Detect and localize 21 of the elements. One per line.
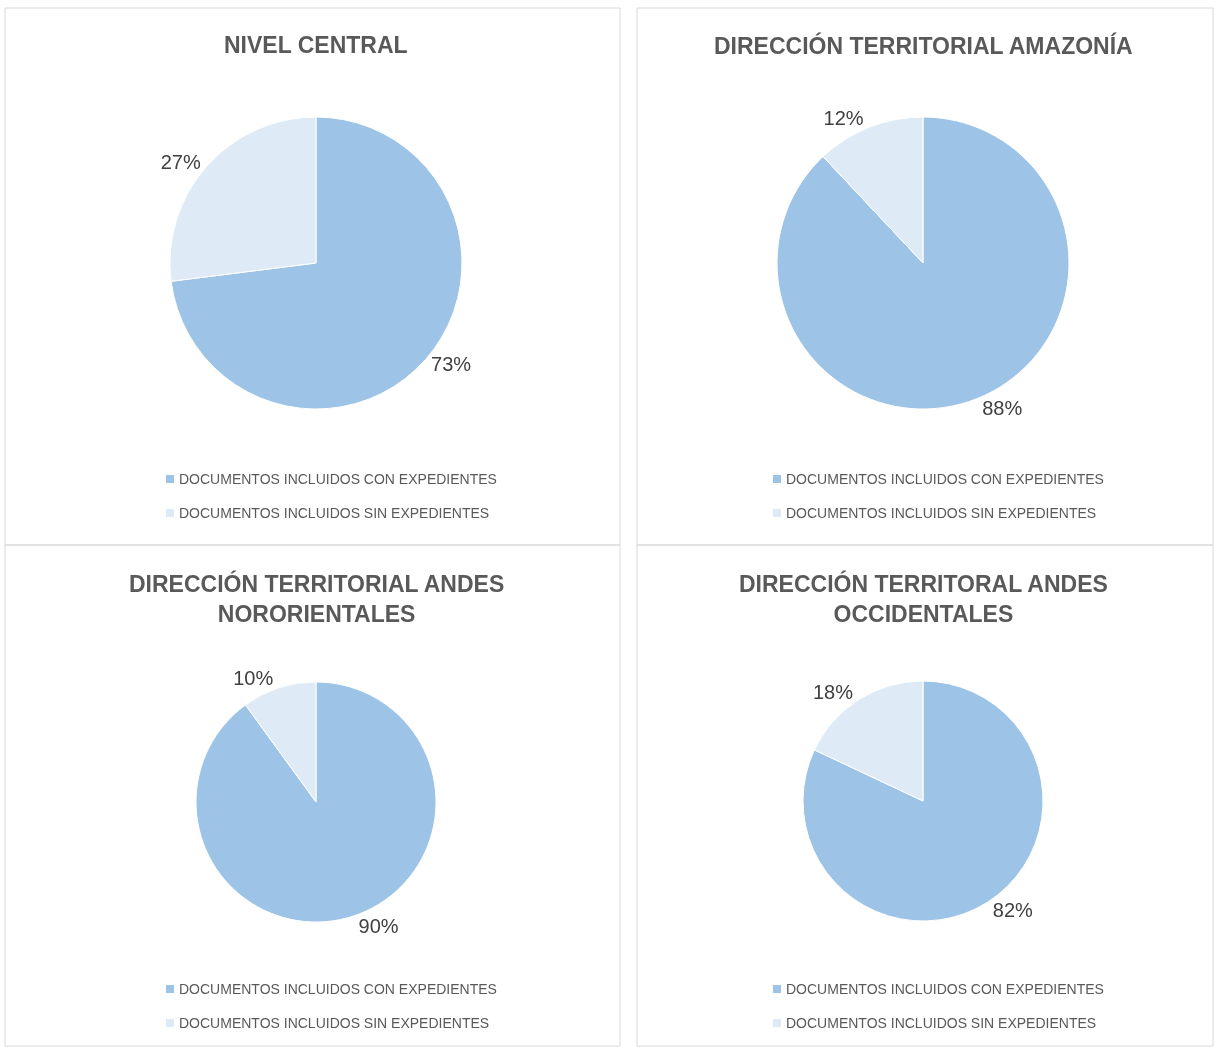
pie-slice <box>802 680 1044 922</box>
legend-label: DOCUMENTOS INCLUIDOS CON EXPEDIENTES <box>179 471 497 487</box>
data-label: 27% <box>160 150 201 173</box>
chart-title: NIVEL CENTRAL <box>224 32 408 58</box>
legend-label: DOCUMENTOS INCLUIDOS SIN EXPEDIENTES <box>179 1015 490 1031</box>
chart-title: DIRECCIÓN TERRITORIAL AMAZONÍA <box>714 32 1133 59</box>
legend-label: DOCUMENTOS INCLUIDOS SIN EXPEDIENTES <box>179 505 490 521</box>
data-label: 73% <box>431 353 472 376</box>
data-label: 90% <box>358 915 399 938</box>
legend-label: DOCUMENTOS INCLUIDOS SIN EXPEDIENTES <box>786 505 1097 521</box>
legend-label: DOCUMENTOS INCLUIDOS CON EXPEDIENTES <box>786 981 1104 997</box>
data-label: 10% <box>233 666 274 689</box>
legend-label: DOCUMENTOS INCLUIDOS CON EXPEDIENTES <box>179 981 497 997</box>
legend-label: DOCUMENTOS INCLUIDOS CON EXPEDIENTES <box>786 471 1104 487</box>
chart-title: DIRECCIÓN TERRITORAL ANDES OCCIDENTALES <box>739 570 1108 627</box>
legend-label: DOCUMENTOS INCLUIDOS SIN EXPEDIENTES <box>786 1015 1097 1031</box>
data-label: 88% <box>982 397 1023 420</box>
chart-title: DIRECCIÓN TERRITORIAL ANDES NORORIENTALES <box>129 570 505 627</box>
data-label: 18% <box>812 680 854 703</box>
data-label: 12% <box>823 106 864 129</box>
data-label: 82% <box>992 899 1034 922</box>
